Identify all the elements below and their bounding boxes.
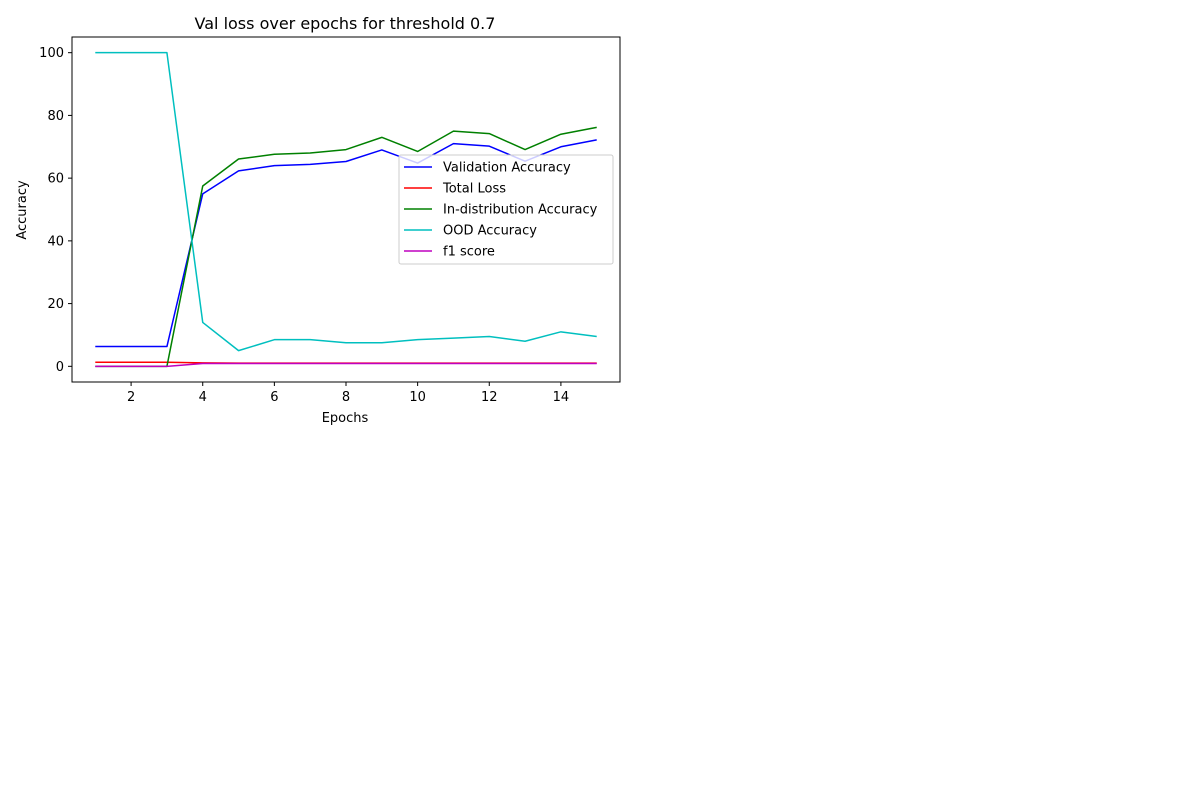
x-tick-label: 4 — [199, 390, 207, 405]
legend-label: OOD Accuracy — [443, 224, 537, 239]
chart-title: Val loss over epochs for threshold 0.7 — [195, 14, 496, 33]
y-tick-label: 60 — [47, 172, 64, 187]
legend: Validation Accuracy Total Loss In-distribu… — [398, 154, 614, 265]
x-tick-label: 6 — [270, 390, 278, 405]
y-tick-label: 0 — [56, 360, 64, 375]
y-tick-label: 100 — [39, 46, 64, 61]
x-tick-label: 2 — [127, 390, 135, 405]
x-tick-label: 12 — [481, 390, 498, 405]
y-tick-label: 20 — [47, 297, 64, 312]
series-line-3 — [95, 126, 597, 368]
legend-label: Total Loss — [442, 182, 506, 197]
legend-label: f1 score — [443, 245, 495, 260]
x-tick-label: 8 — [342, 390, 350, 405]
x-tick-label: 14 — [553, 390, 570, 405]
y-axis-label: Accuracy — [15, 180, 30, 240]
x-tick-label: 10 — [409, 390, 426, 405]
legend-label: Validation Accuracy — [443, 161, 571, 176]
legend-box — [398, 154, 614, 265]
x-axis-label: Epochs — [322, 411, 369, 426]
series-line-5 — [95, 362, 597, 368]
plot-area: 2 4 6 8 10 12 14 0 20 40 60 80 100 — [39, 36, 621, 405]
y-tick-label: 80 — [47, 109, 64, 124]
series-line-4 — [95, 51, 597, 352]
y-tick-label: 40 — [47, 234, 64, 249]
legend-label: In-distribution Accuracy — [443, 203, 598, 218]
